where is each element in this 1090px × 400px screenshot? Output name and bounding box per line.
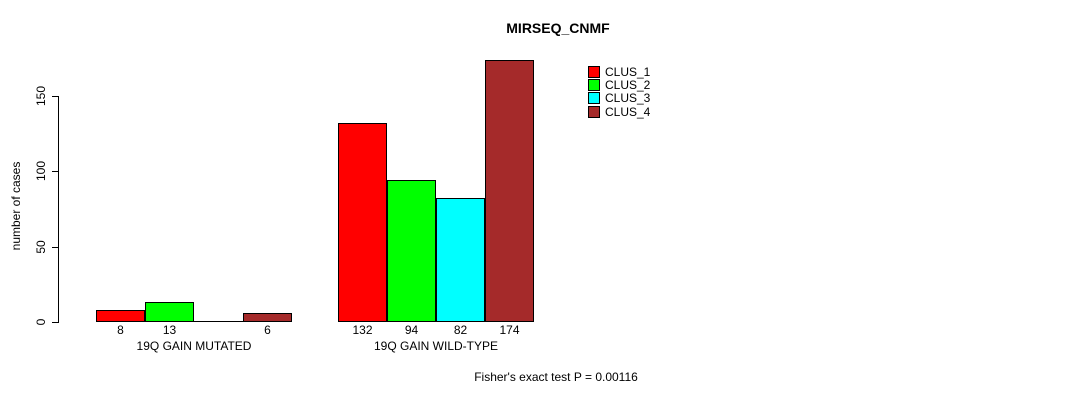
bar-value-label: 6 [264, 323, 271, 337]
y-axis-tick [52, 96, 58, 97]
bar-clus-2 [145, 302, 194, 322]
legend-swatch-clus-3 [588, 92, 600, 105]
y-axis-tick-value: 100 [34, 161, 48, 182]
legend-swatch-clus-2 [588, 79, 600, 92]
bar-value-label: 174 [499, 323, 520, 337]
group-label: 19Q GAIN MUTATED [136, 339, 252, 353]
bar-value-label: 8 [117, 323, 124, 337]
y-axis-label: number of cases [9, 161, 23, 251]
bar-value-label: 132 [352, 323, 373, 337]
bar-value-label: 13 [162, 323, 177, 337]
group-label: 19Q GAIN WILD-TYPE [373, 339, 499, 353]
y-axis-tick-value: 50 [34, 239, 48, 254]
bar-clus-1 [96, 309, 145, 322]
bar-value-label: 82 [453, 323, 468, 337]
legend-label-clus-3: CLUS_3 [605, 91, 651, 106]
y-axis-tick [52, 322, 58, 323]
y-axis-line [58, 96, 59, 323]
y-axis-tick-value: 0 [34, 318, 48, 326]
legend-swatch-clus-1 [588, 66, 600, 78]
bar-value-label: 94 [404, 323, 419, 337]
legend-label-clus-4: CLUS_4 [605, 104, 651, 119]
bar-clus-4 [243, 312, 292, 322]
bar-clus-1 [338, 123, 387, 322]
legend-label-clus-1: CLUS_1 [605, 65, 651, 79]
bar-clus-4 [485, 59, 534, 322]
y-axis-tick-value: 150 [34, 85, 48, 107]
chart-title: MIRSEQ_CNMF [506, 20, 610, 36]
bar-clus-2 [387, 180, 436, 322]
bar-clus-3 [436, 198, 485, 322]
bar-clus-3-zero [194, 321, 244, 322]
legend-label-clus-2: CLUS_2 [605, 78, 651, 93]
y-axis-tick [52, 246, 58, 248]
annotation-fisher-test: Fisher's exact test P = 0.00116 [474, 370, 638, 384]
y-axis-tick [52, 171, 58, 173]
legend-swatch-clus-4 [588, 105, 600, 118]
